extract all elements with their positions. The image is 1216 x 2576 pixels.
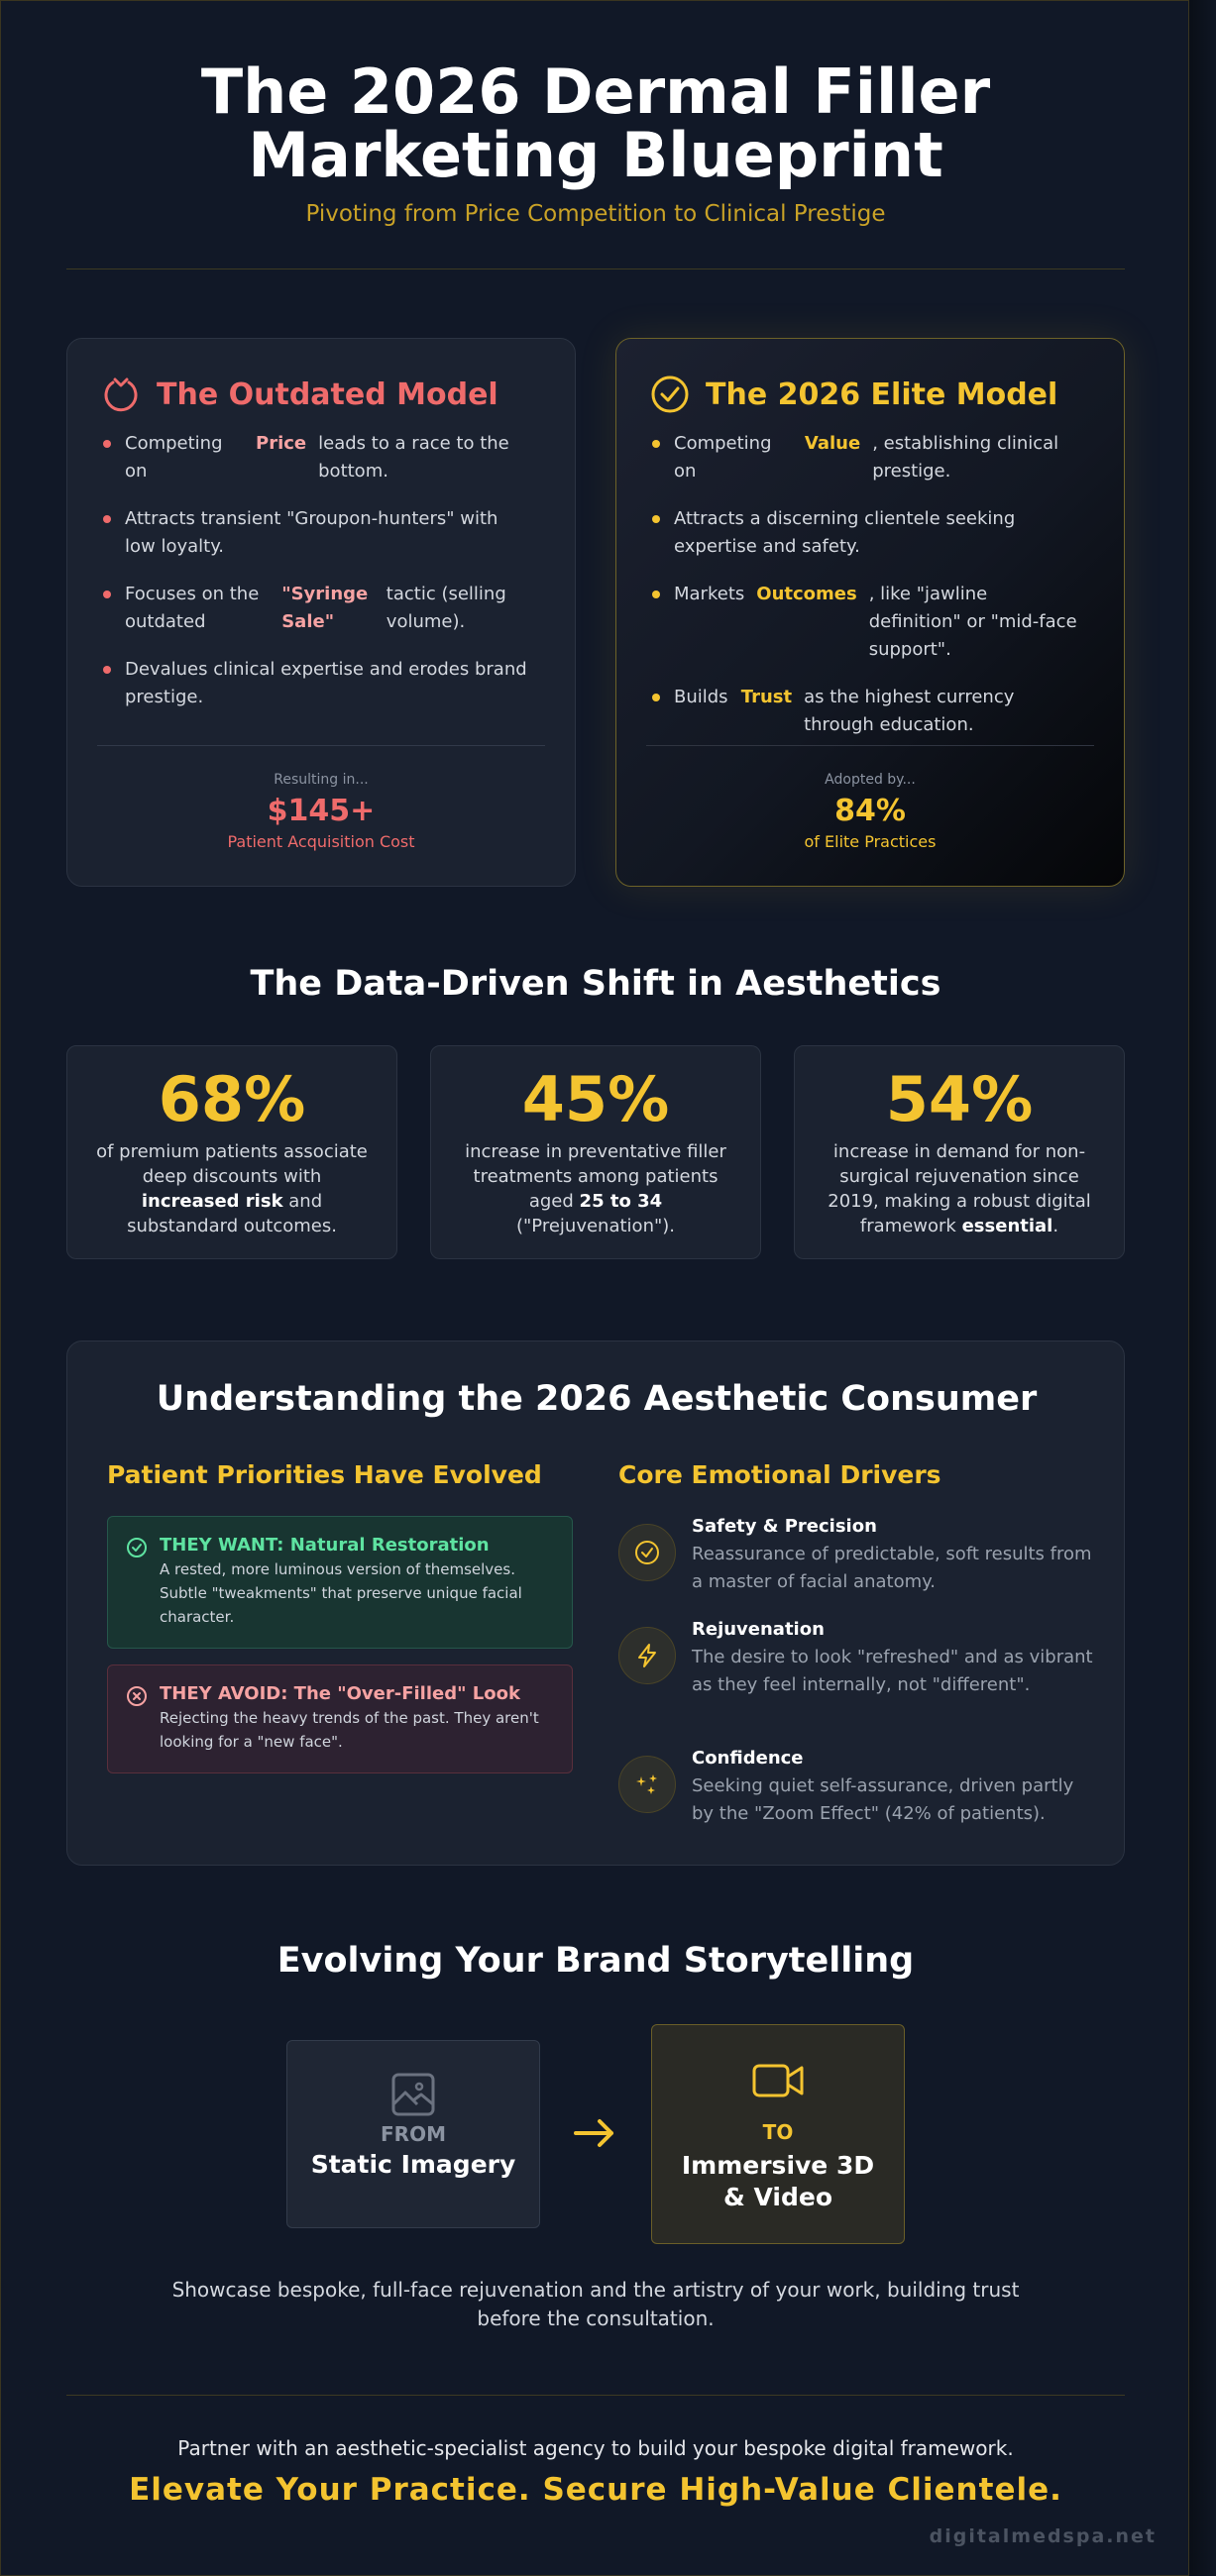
price-down-icon [104, 377, 138, 412]
outdated-bullet-list: Competing on Price leads to a race to th… [101, 430, 541, 711]
outdated-card-footer: Resulting in... $145+ Patient Acquisitio… [97, 745, 545, 851]
list-item: Competing on Price leads to a race to th… [101, 430, 541, 485]
list-item: Builds Trust as the highest currency thr… [650, 684, 1090, 739]
drivers-heading: Core Emotional Drivers [618, 1460, 941, 1489]
stat-card-discount-risk: 68% of premium patients associate deep d… [66, 1045, 397, 1259]
stat-card-nonsurgical-demand: 54% increase in demand for non-surgical … [794, 1045, 1125, 1259]
elite-card-header: The 2026 Elite Model [650, 373, 1090, 416]
elite-card-title: The 2026 Elite Model [706, 376, 1058, 412]
shift-section-title: The Data-Driven Shift in Aesthetics [250, 964, 941, 1004]
title-line-1: The 2026 Dermal Filler [200, 55, 991, 128]
video-camera-icon [752, 2064, 804, 2097]
elite-adoption-value: 84% [834, 794, 906, 828]
divider-bottom [66, 2395, 1125, 2396]
driver-confidence: Confidence Seeking quiet self-assurance,… [618, 1748, 1094, 1828]
consumer-section-title: Understanding the 2026 Aesthetic Consume… [156, 1379, 1038, 1419]
list-item: Competing on Value , establishing clinic… [650, 430, 1090, 485]
list-item: Devalues clinical expertise and erodes b… [101, 656, 541, 711]
check-circle-small-icon [127, 1538, 147, 1557]
image-icon [391, 2073, 435, 2116]
storytelling-section-title: Evolving Your Brand Storytelling [276, 1941, 915, 1981]
page-title: The 2026 Dermal Filler Marketing Bluepri… [1, 55, 1190, 192]
page-subtitle: Pivoting from Price Competition to Clini… [305, 201, 886, 227]
cta-text: Partner with an aesthetic-specialist age… [177, 2436, 1014, 2460]
to-immersive-video-box: TO Immersive 3D & Video [651, 2024, 905, 2244]
title-line-2: Marketing Blueprint [248, 119, 943, 192]
storytelling-description: Showcase bespoke, full-face rejuvenation… [171, 2278, 1020, 2330]
infographic-page: The 2026 Dermal Filler Marketing Bluepri… [0, 0, 1189, 2576]
check-circle-icon [635, 1541, 659, 1564]
check-circle-icon [651, 376, 689, 413]
they-avoid-box: THEY AVOID: The "Over-Filled" Look Rejec… [107, 1664, 573, 1773]
elite-card-footer: Adopted by... 84% of Elite Practices [646, 745, 1094, 851]
list-item: Focuses on the outdated "Syringe Sale" t… [101, 581, 541, 636]
lightning-icon [638, 1644, 656, 1667]
page-edge-shadow [1189, 0, 1216, 2576]
sparkles-icon [636, 1774, 657, 1794]
acquisition-cost-value: $145+ [267, 794, 376, 828]
outdated-card-title: The Outdated Model [157, 376, 498, 412]
outdated-card-header: The Outdated Model [101, 373, 541, 416]
elite-model-card: The 2026 Elite Model Competing on Value … [615, 338, 1125, 887]
divider-top [66, 268, 1125, 269]
priorities-heading: Patient Priorities Have Evolved [107, 1460, 542, 1489]
driver-safety: Safety & Precision Reassurance of predic… [618, 1516, 1094, 1596]
brand-watermark: digitalmedspa.net [929, 2525, 1157, 2547]
x-circle-icon [127, 1686, 147, 1706]
stat-card-prejuvenation: 45% increase in preventative filler trea… [430, 1045, 761, 1259]
consumer-panel: Understanding the 2026 Aesthetic Consume… [66, 1341, 1125, 1866]
they-want-box: THEY WANT: Natural Restoration A rested,… [107, 1516, 573, 1649]
cta-headline: Elevate Your Practice. Secure High-Value… [129, 2472, 1062, 2508]
elite-bullet-list: Competing on Value , establishing clinic… [650, 430, 1090, 739]
from-static-imagery-box: FROM Static Imagery [286, 2040, 540, 2228]
list-item: Attracts a discerning clientele seeking … [650, 505, 1090, 561]
list-item: Attracts transient "Groupon-hunters" wit… [101, 505, 541, 561]
list-item: Markets Outcomes , like "jawline definit… [650, 581, 1090, 664]
driver-rejuvenation: Rejuvenation The desire to look "refresh… [618, 1619, 1094, 1699]
arrow-right-icon [574, 2119, 613, 2147]
outdated-model-card: The Outdated Model Competing on Price le… [66, 338, 576, 887]
